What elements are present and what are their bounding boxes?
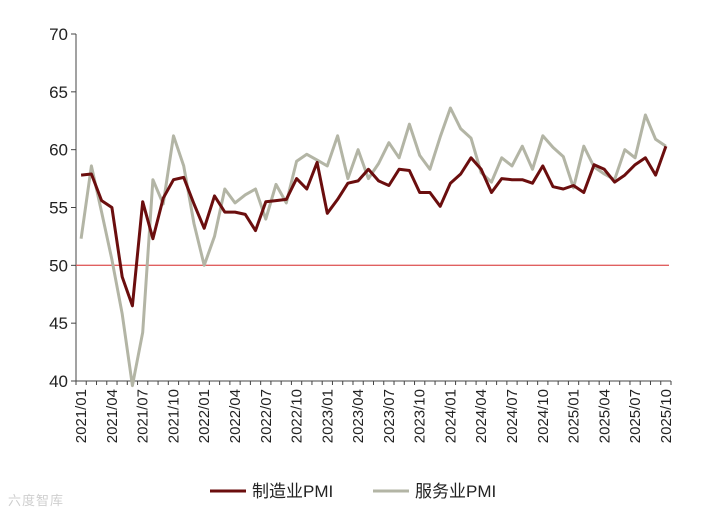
x-tick-label: 2024/04 [473,389,490,443]
y-tick-label: 65 [49,83,68,102]
series-line-services-pmi [79,106,667,388]
x-tick-label: 2022/10 [289,389,306,443]
x-axis: 2021/01 2021/04 2021/07 2021/10 2022/01 2022/… [73,380,675,443]
y-tick-label: 50 [49,256,68,275]
x-tick-label: 2023/04 [350,389,367,443]
series-line-manufacturing-pmi [80,145,668,308]
x-tick-label: 2024/01 [442,389,459,443]
x-tick-label: 2023/10 [412,389,429,443]
legend-item-services-pmi: 服务业PMI [373,482,496,501]
x-tick-label: 2021/01 [73,389,90,443]
legend-label: 制造业PMI [252,482,333,501]
y-tick-label: 70 [49,25,68,44]
x-tick-label: 2023/01 [319,389,336,443]
x-tick-label: 2023/07 [381,389,398,443]
watermark: 六度智库 [8,493,65,508]
x-tick-label: 2025/10 [658,389,675,443]
x-tick-label: 2022/04 [227,389,244,443]
x-tick-label: 2021/04 [104,389,121,443]
x-tick-label: 2025/04 [596,389,613,443]
x-tick-label: 2022/01 [196,389,213,443]
x-tick-label: 2024/07 [504,389,521,443]
y-tick-label: 55 [49,199,68,218]
y-axis: 40 45 50 55 60 65 70 [49,25,77,391]
y-tick-label: 60 [49,141,68,160]
legend: 制造业PMI 服务业PMI [210,482,496,501]
x-tick-label: 2022/07 [258,389,275,443]
x-tick-label: 2021/07 [135,389,152,443]
x-tick-label: 2025/01 [566,389,583,443]
x-tick-label: 2021/10 [165,389,182,443]
legend-item-manufacturing-pmi: 制造业PMI [210,482,333,501]
x-tick-label: 2025/07 [627,389,644,443]
series-group [79,106,668,388]
y-tick-label: 40 [49,372,68,391]
legend-label: 服务业PMI [415,482,496,501]
x-tick-label: 2024/10 [535,389,552,443]
y-tick-label: 45 [49,314,68,333]
